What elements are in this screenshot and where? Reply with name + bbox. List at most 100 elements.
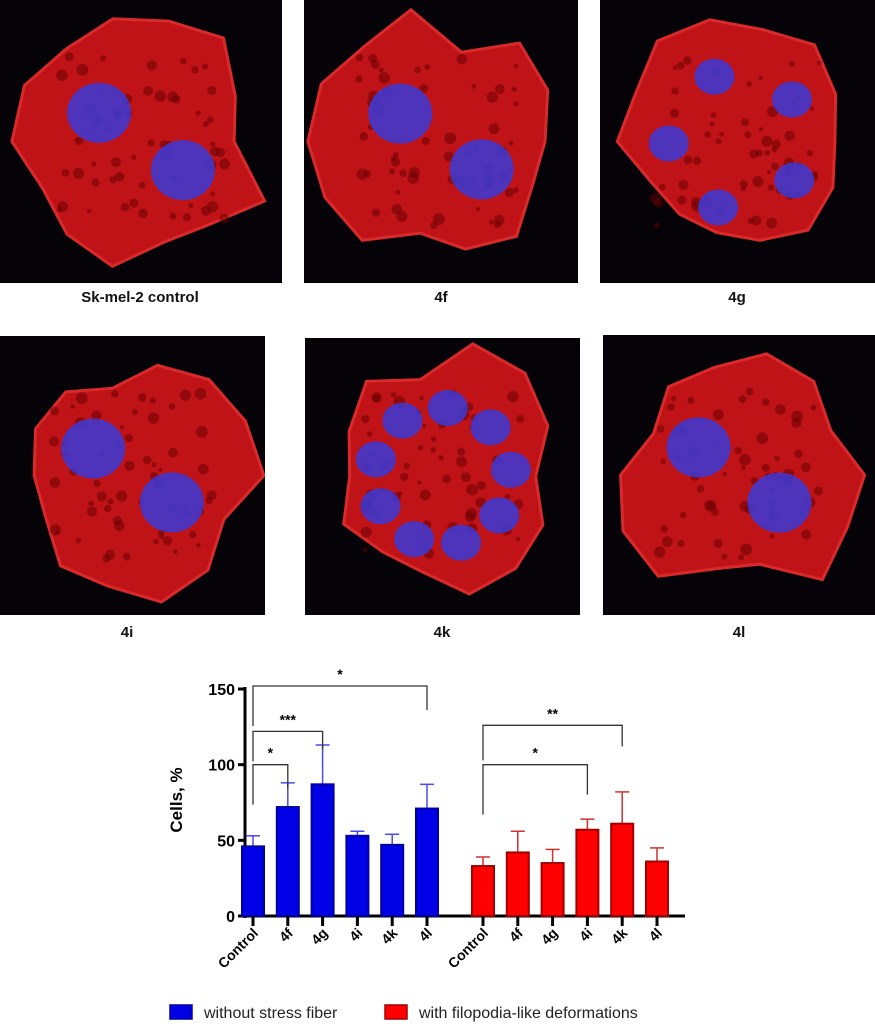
legend-label: without stress fiber (203, 1005, 338, 1022)
actin-texture (147, 139, 155, 147)
actin-texture (110, 157, 121, 168)
actin-texture (158, 467, 163, 472)
actin-texture (109, 176, 117, 184)
micrograph-4l (603, 335, 875, 615)
nucleus (368, 83, 433, 144)
actin-texture (75, 392, 88, 405)
actin-texture (660, 525, 668, 533)
bar (540, 862, 565, 917)
actin-texture (672, 65, 678, 71)
actin-texture (466, 483, 478, 496)
actin-texture (477, 480, 487, 490)
actin-texture (403, 462, 411, 470)
actin-texture (355, 53, 364, 62)
micrograph-svg (342, 342, 550, 596)
actin-texture (430, 447, 436, 453)
actin-texture (809, 106, 815, 111)
bar (275, 806, 300, 917)
actin-texture (751, 215, 762, 226)
actin-texture (775, 404, 786, 415)
actin-texture (422, 423, 427, 428)
actin-texture (800, 462, 811, 473)
actin-texture (813, 486, 823, 496)
actin-texture (96, 491, 107, 502)
actin-texture (363, 170, 372, 178)
actin-texture (162, 536, 173, 546)
actin-texture (508, 140, 514, 146)
actin-texture (670, 395, 677, 402)
actin-texture (142, 455, 152, 465)
actin-texture (513, 187, 519, 194)
bar-chart: 0 50 100 150 Cells, % Control 4f 4g 4i 4k 4l Contro… (167, 666, 685, 1022)
micrograph-control (0, 0, 282, 283)
actin-texture (124, 460, 135, 471)
nucleus (441, 524, 482, 561)
actin-texture (360, 526, 372, 538)
actin-texture (201, 205, 212, 216)
actin-texture (362, 547, 368, 553)
actin-texture (752, 176, 764, 188)
actin-texture (414, 66, 421, 74)
actin-texture (49, 477, 61, 488)
actin-texture (119, 424, 125, 430)
actin-texture (195, 110, 201, 116)
nucleus (427, 389, 468, 426)
actin-texture (771, 139, 781, 149)
actin-texture (431, 436, 437, 442)
actin-texture (806, 149, 814, 157)
x-tick-label: 4l (646, 925, 666, 945)
nucleus (355, 441, 396, 478)
actin-texture (513, 63, 519, 69)
actin-texture (105, 549, 115, 560)
actin-texture (656, 425, 665, 433)
actin-texture (206, 490, 217, 501)
actin-texture (168, 403, 176, 410)
significance-label: * (532, 745, 538, 761)
actin-texture (147, 412, 160, 424)
actin-texture (188, 203, 194, 209)
actin-texture (100, 55, 106, 62)
actin-texture (456, 54, 468, 65)
actin-texture (149, 397, 157, 404)
actin-texture (704, 131, 711, 138)
bar (471, 865, 495, 917)
actin-texture (72, 167, 85, 179)
y-tick-label: 0 (226, 909, 235, 926)
actin-texture (679, 511, 687, 519)
actin-texture (210, 141, 216, 147)
x-tick-label: 4g (308, 925, 331, 948)
actin-texture (396, 210, 408, 222)
panel-label: 4k (433, 624, 451, 641)
actin-texture (677, 195, 687, 205)
bar (415, 807, 439, 918)
actin-texture (801, 529, 812, 540)
actin-texture (442, 474, 452, 484)
actin-texture (709, 121, 715, 127)
actin-texture (154, 90, 166, 102)
actin-texture (419, 489, 431, 501)
actin-texture (395, 189, 401, 195)
actin-texture (48, 436, 59, 447)
actin-texture (197, 463, 209, 475)
actin-texture (138, 208, 148, 219)
actin-texture (70, 404, 75, 409)
actin-texture (180, 57, 187, 65)
actin-texture (399, 169, 408, 177)
actin-texture (811, 170, 819, 178)
actin-texture (682, 56, 692, 65)
significance-bracket (252, 730, 324, 762)
nucleus (150, 140, 215, 201)
actin-texture (758, 75, 763, 81)
actin-texture (131, 154, 137, 160)
actin-texture (513, 100, 519, 107)
actin-texture (138, 181, 146, 189)
actin-texture (669, 108, 680, 118)
actin-texture (400, 472, 409, 482)
actin-texture (687, 396, 695, 404)
bar (310, 783, 335, 918)
actin-texture (56, 69, 68, 82)
actin-texture (143, 86, 153, 96)
actin-texture (769, 533, 775, 539)
actin-texture (654, 198, 664, 208)
actin-texture (189, 530, 197, 539)
